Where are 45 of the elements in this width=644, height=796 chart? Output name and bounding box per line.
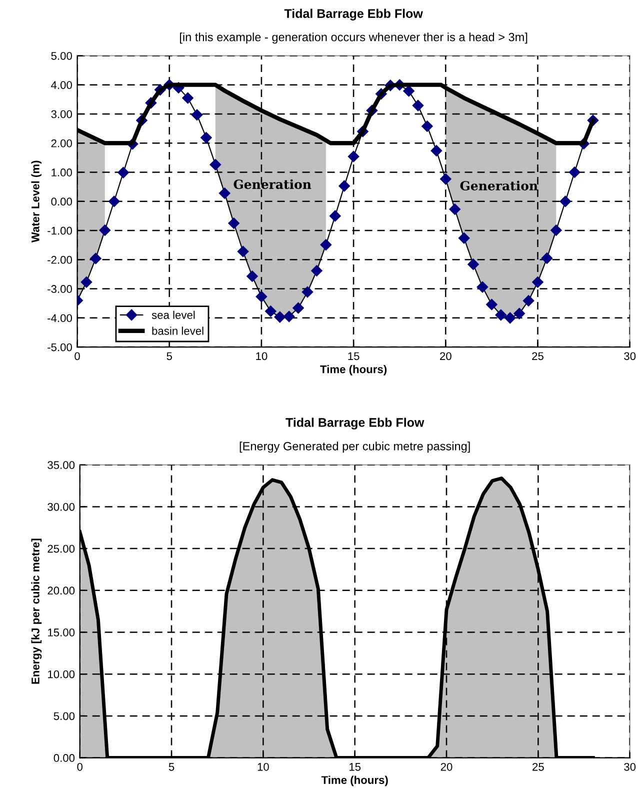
x-tick-label: 5 [168,763,174,771]
y-tick-label: 5.00 [51,52,72,60]
y-tick-label: -3.00 [48,285,72,293]
y-tick-label: 35.00 [48,461,75,469]
y-tick-label: 10.00 [48,670,75,678]
legend-label: sea level [152,310,195,319]
y-tick-label: 15.00 [48,628,75,636]
x-tick-label: 20 [440,352,452,360]
x-tick-label: 15 [348,352,360,360]
annotation: Generation [460,180,538,190]
y-tick-label: 0.00 [54,754,75,762]
y-tick-label: -4.00 [48,314,72,322]
x-tick-label: 20 [440,762,452,771]
y-tick-label: 0.00 [51,198,72,206]
x-axis-title: Time (hours) [321,776,388,786]
y-tick-label: -5.00 [48,343,72,352]
y-axis-title: Energy [kJ per cubic metre] [31,538,42,684]
annotation: Generation [234,179,312,189]
chart-title: Tidal Barrage Ebb Flow [284,8,423,20]
y-tick-label: 20.00 [48,586,75,595]
x-tick-label: 30 [624,762,636,771]
y-tick-label: 25.00 [48,544,75,553]
y-tick-label: -2.00 [48,256,72,264]
x-tick-label: 30 [624,352,636,360]
chart-subtitle: [in this example - generation occurs whenever ther is a head > 3m] [180,32,528,44]
chart-title: Tidal Barrage Ebb Flow [286,418,424,430]
legend-label: basin level [152,326,204,335]
y-axis-title: Water Level (m) [31,160,42,243]
x-tick-label: 25 [532,762,544,771]
y-tick-label: 30.00 [48,502,75,511]
x-tick-label: 10 [258,762,269,771]
y-tick-label: 2.00 [51,139,72,148]
x-tick-label: 15 [350,763,361,771]
x-tick-label: 10 [256,352,268,360]
x-tick-label: 25 [532,352,544,360]
y-tick-label: -1.00 [48,226,72,235]
y-tick-label: 4.00 [51,81,72,89]
x-tick-label: 0 [77,762,83,771]
y-tick-label: 5.00 [54,712,75,720]
x-tick-label: 5 [166,352,172,360]
x-tick-label: 0 [74,352,80,360]
chart-subtitle: [Energy Generated per cubic metre passing] [240,442,470,453]
y-tick-label: 3.00 [51,110,72,118]
y-tick-label: 1.00 [52,168,72,176]
x-axis-title: Time (hours) [320,365,387,376]
